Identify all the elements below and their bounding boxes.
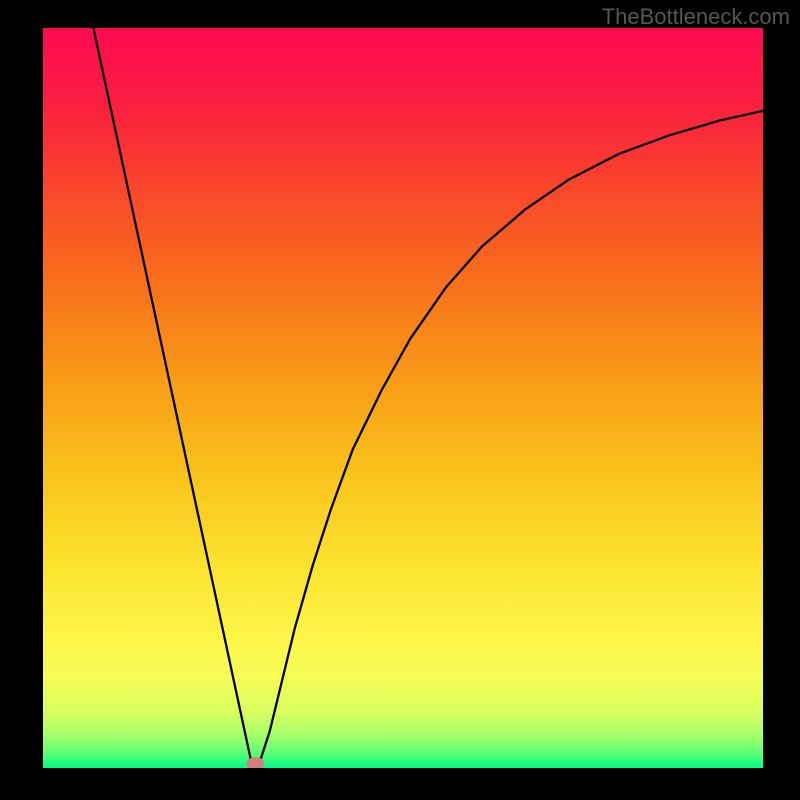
watermark-text: TheBottleneck.com — [602, 4, 790, 30]
chart-wrapper: TheBottleneck.com — [0, 0, 800, 800]
plot-gradient-area — [43, 28, 763, 768]
bottleneck-chart — [0, 0, 800, 800]
